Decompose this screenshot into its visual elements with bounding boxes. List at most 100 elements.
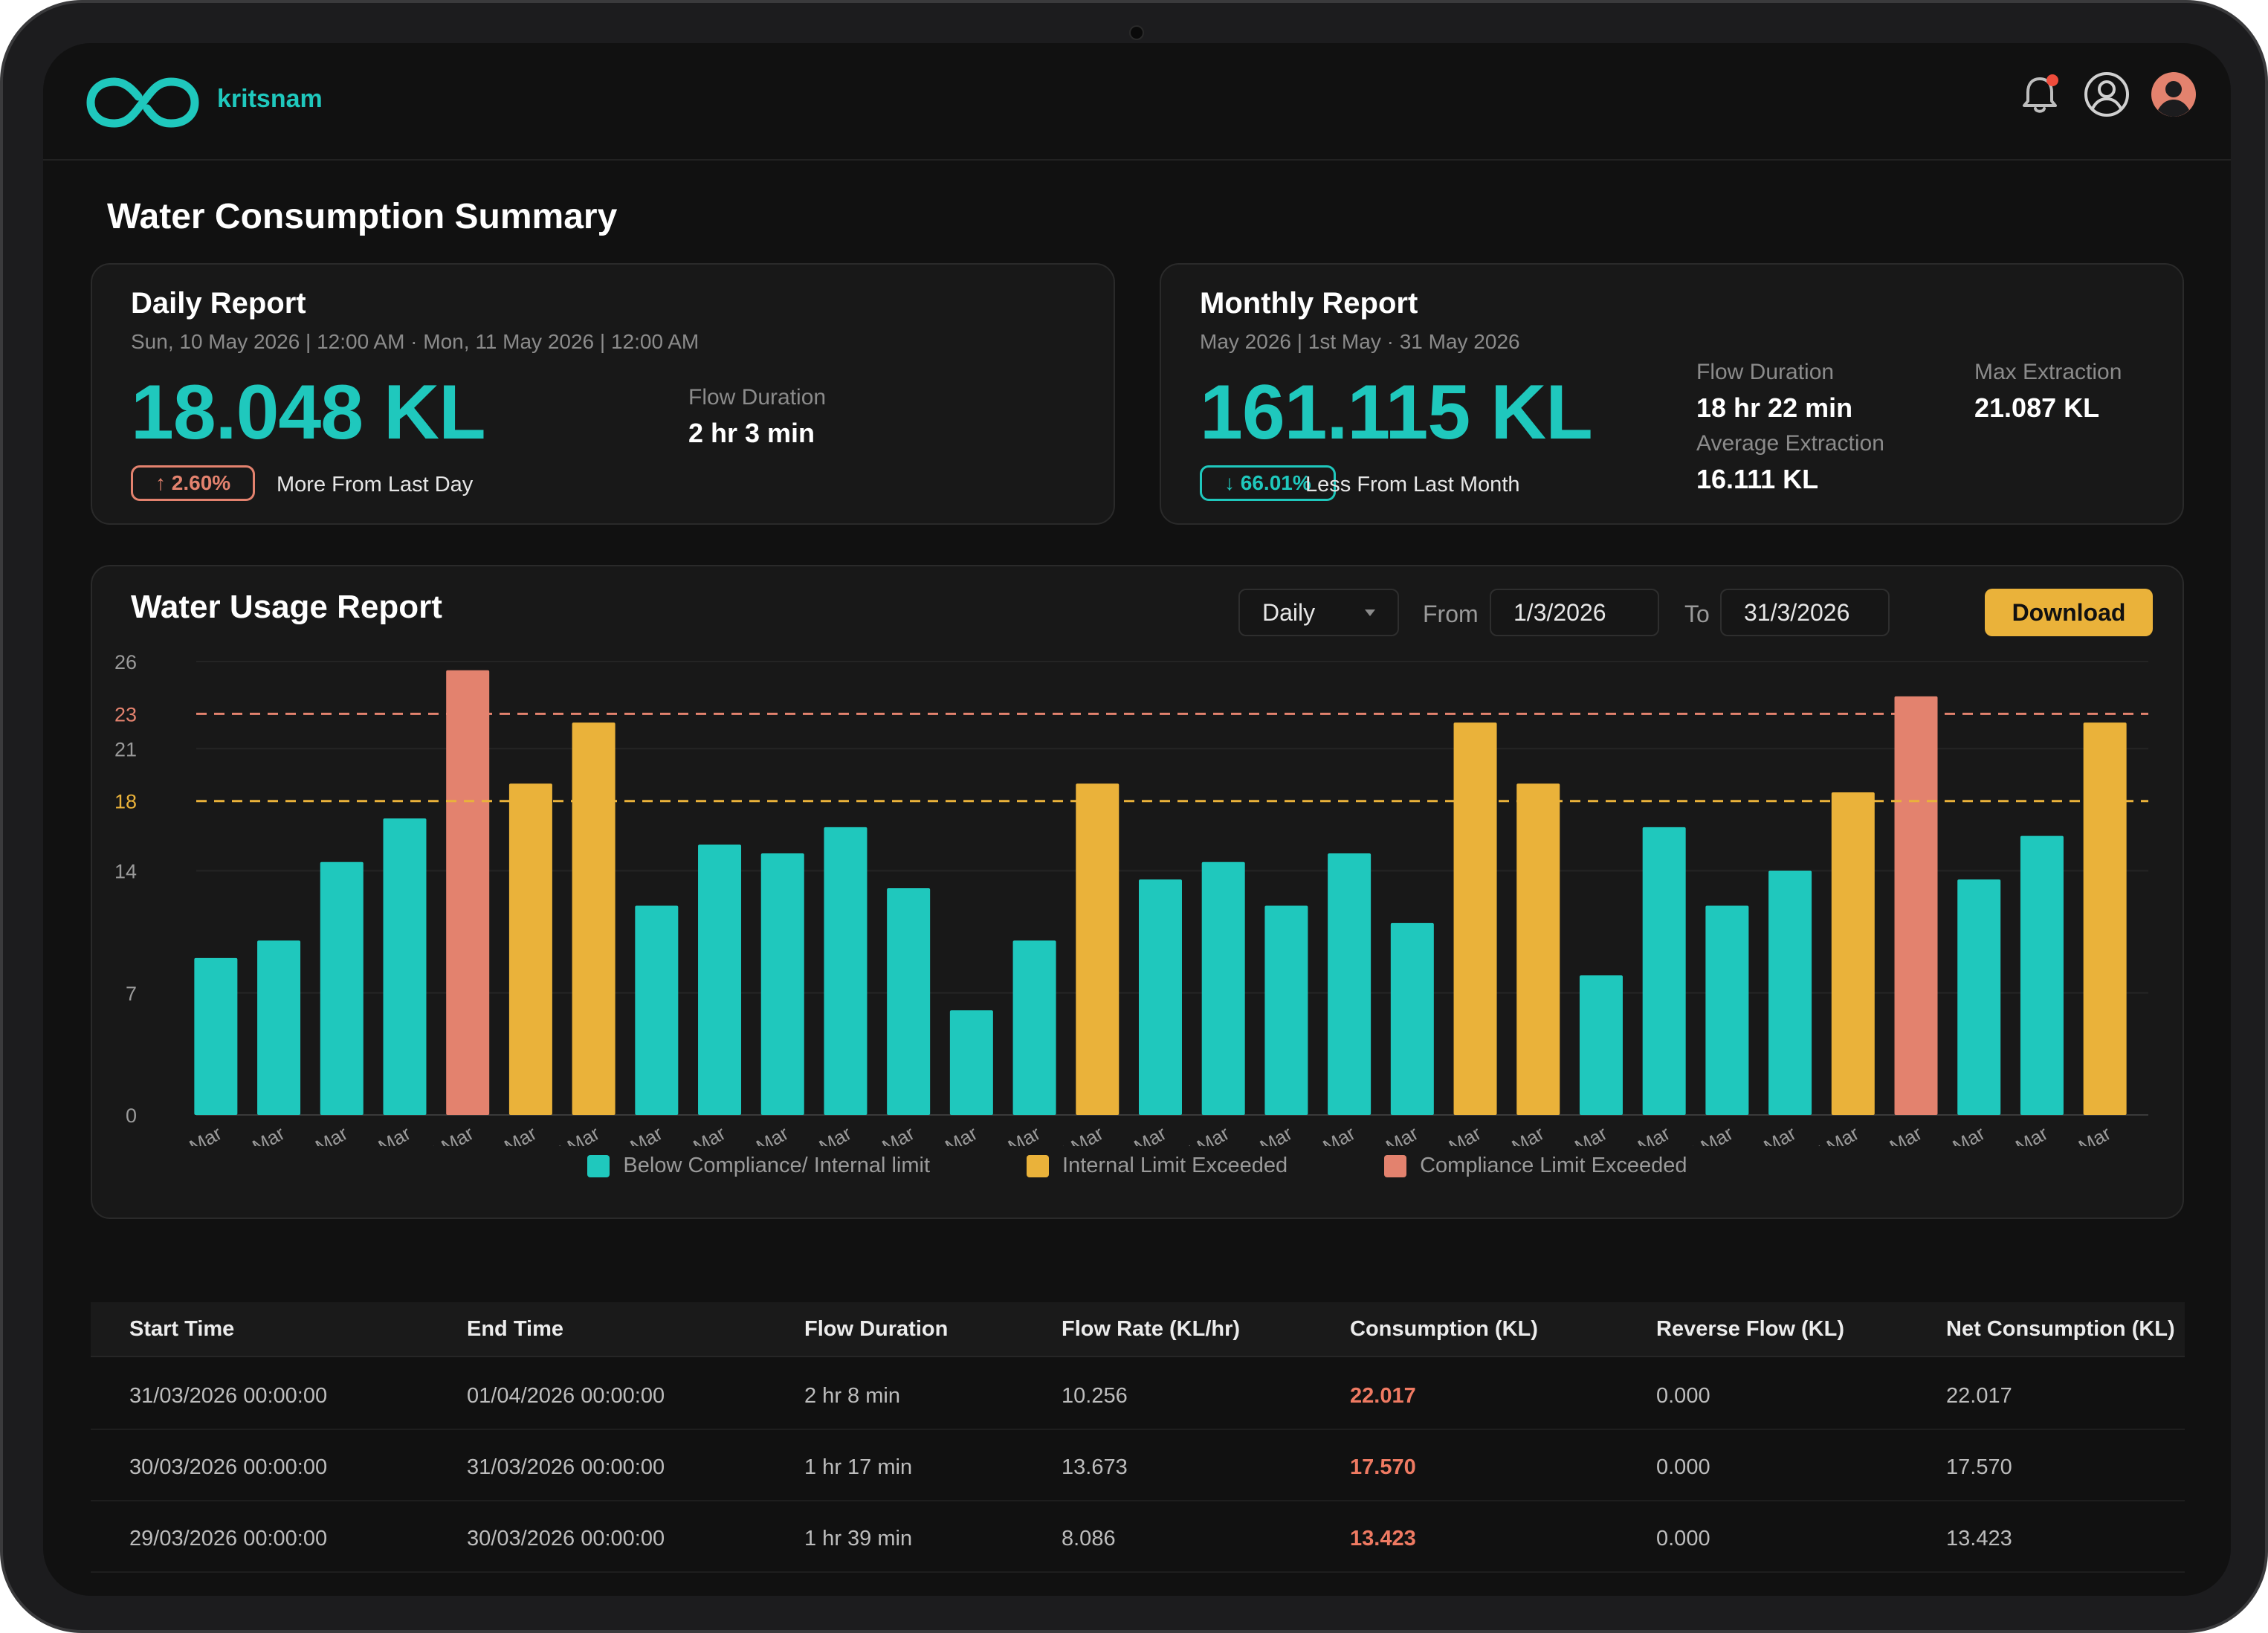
- bar-21-mar: [1453, 722, 1497, 1115]
- table-row[interactable]: 31/03/2026 00:00:00 01/04/2026 00:00:00 2 …: [91, 1359, 2185, 1430]
- header-start-time[interactable]: Start Time: [129, 1317, 235, 1341]
- bar-6-mar: [508, 783, 552, 1115]
- y-tick-label: 7: [126, 983, 137, 1005]
- table-cell: 31/03/2026 00:00:00: [129, 1384, 328, 1408]
- from-label: From: [1423, 601, 1479, 627]
- daily-report-title: Daily Report: [131, 287, 306, 320]
- download-button[interactable]: Download: [1985, 589, 2153, 636]
- header-flow-rate[interactable]: Flow Rate (KL/hr): [1062, 1317, 1241, 1341]
- monthly-report-title: Monthly Report: [1200, 287, 1418, 320]
- table-row[interactable]: 28/03/2026 00:00:0029/03/2026 00:00:001 …: [91, 1573, 2185, 1596]
- infinity-logo-icon[interactable]: [86, 73, 199, 132]
- x-tick-label: 30 Mar: [1988, 1122, 2052, 1146]
- table-cell: 30/03/2026 00:00:00: [129, 1455, 328, 1479]
- x-tick-label: 20 Mar: [1359, 1122, 1422, 1146]
- table-cell: 0.000: [1656, 1384, 1710, 1408]
- daily-consumption-value: 18.048 KL: [131, 369, 486, 456]
- x-tick-label: 31 Mar: [2052, 1122, 2115, 1146]
- x-tick-label: 13 Mar: [918, 1122, 981, 1146]
- header-net-consumption[interactable]: Net Consumption (KL): [1946, 1317, 2175, 1341]
- header-reverse-flow[interactable]: Reverse Flow (KL): [1656, 1317, 1844, 1341]
- bar-3-mar: [320, 861, 364, 1115]
- bar-22-mar: [1516, 783, 1560, 1115]
- x-tick-label: 11 Mar: [793, 1122, 856, 1146]
- x-tick-label: 7 Mar: [549, 1122, 604, 1146]
- legend-swatch-compliance: [1384, 1154, 1407, 1177]
- x-tick-label: 19 Mar: [1296, 1122, 1359, 1146]
- bar-30-mar: [2020, 835, 2064, 1115]
- header-icons: [2015, 70, 2198, 119]
- daily-change-note: More From Last Day: [277, 473, 474, 497]
- bar-24-mar: [1642, 827, 1686, 1115]
- top-bar: kritsnam: [43, 43, 2231, 161]
- to-label: To: [1684, 601, 1710, 627]
- x-tick-label: 10 Mar: [729, 1122, 792, 1146]
- avatar[interactable]: [2149, 70, 2198, 119]
- screen: kritsnam: [43, 43, 2231, 1596]
- x-tick-label: 17 Mar: [1170, 1122, 1233, 1146]
- legend-item-below: Below Compliance/ Internal limit: [587, 1154, 930, 1178]
- x-tick-label: 26 Mar: [1736, 1122, 1800, 1146]
- y-tick-label: 26: [114, 651, 137, 673]
- daily-report-card: Daily Report Sun, 10 May 2026 | 12:00 AM…: [91, 263, 1115, 525]
- header-consumption[interactable]: Consumption (KL): [1350, 1317, 1538, 1341]
- period-select-value: Daily: [1262, 598, 1316, 626]
- x-tick-label: 3 Mar: [297, 1122, 352, 1146]
- table-cell: 31/03/2026 00:00:00: [467, 1455, 665, 1479]
- legend-swatch-below: [587, 1154, 610, 1177]
- water-usage-chart: 0 7 14 18 21 23 26 1 Mar 2 Mar 3 Mar 4 Mar 5 Mar 6 M…: [114, 651, 2148, 1146]
- bar-12-mar: [887, 888, 931, 1115]
- table-cell: 30/03/2026 00:00:00: [467, 1527, 665, 1550]
- daily-report-range: Sun, 10 May 2026 | 12:00 AM · Mon, 11 Ma…: [131, 330, 700, 353]
- max-extraction-label: Max Extraction: [1974, 360, 2122, 384]
- bell-icon[interactable]: [2015, 70, 2064, 119]
- x-tick-label: 15 Mar: [1044, 1122, 1107, 1146]
- table-cell: 0.000: [1656, 1527, 1710, 1550]
- legend-item-internal: Internal Limit Exceeded: [1027, 1154, 1288, 1178]
- table-cell: 01/04/2026 00:00:00: [467, 1384, 665, 1408]
- table-cell: 13.423: [1350, 1527, 1416, 1550]
- monthly-report-range: May 2026 | 1st May · 31 May 2026: [1200, 330, 1520, 353]
- daily-change-badge: ↑ 2.60%: [131, 465, 256, 501]
- table-header: Start Time End Time Flow Duration Flow R…: [91, 1302, 2185, 1357]
- x-tick-label: 21 Mar: [1421, 1122, 1484, 1146]
- from-date-input[interactable]: 1/3/2026: [1490, 589, 1659, 636]
- bar-23-mar: [1579, 975, 1623, 1115]
- legend-label-below: Below Compliance/ Internal limit: [623, 1154, 931, 1177]
- bar-1-mar: [194, 957, 238, 1115]
- monthly-flow-duration-label: Flow Duration: [1696, 360, 1835, 384]
- bar-5-mar: [446, 670, 490, 1115]
- header-end-time[interactable]: End Time: [467, 1317, 563, 1341]
- x-tick-label: 18 Mar: [1232, 1122, 1296, 1146]
- x-tick-label: 24 Mar: [1611, 1122, 1674, 1146]
- legend-label-compliance: Compliance Limit Exceeded: [1420, 1154, 1687, 1177]
- bar-17-mar: [1201, 861, 1245, 1115]
- table-cell: 13.423: [1946, 1527, 2012, 1550]
- bar-18-mar: [1264, 905, 1308, 1115]
- page-title: Water Consumption Summary: [107, 197, 618, 236]
- chart-legend: Below Compliance/ Internal limit Interna…: [92, 1154, 2183, 1178]
- notification-dot: [2046, 74, 2058, 86]
- x-tick-label: 5 Mar: [424, 1122, 478, 1146]
- header-flow-duration[interactable]: Flow Duration: [804, 1317, 949, 1341]
- to-date-input[interactable]: 31/3/2026: [1720, 589, 1890, 636]
- table-row[interactable]: 29/03/2026 00:00:00 30/03/2026 00:00:00 1 …: [91, 1501, 2185, 1573]
- table-cell: 8.086: [1062, 1527, 1116, 1550]
- y-tick-label: 0: [126, 1105, 137, 1127]
- legend-label-internal: Internal Limit Exceeded: [1062, 1154, 1288, 1177]
- x-tick-label: 29 Mar: [1925, 1122, 1988, 1146]
- water-usage-card: Water Usage Report Daily From 1/3/2026 T…: [91, 565, 2184, 1219]
- brand-name[interactable]: kritsnam: [217, 85, 323, 113]
- volume-button: [2265, 315, 2268, 442]
- bar-29-mar: [1957, 879, 2001, 1115]
- table-cell: 0.000: [1656, 1455, 1710, 1479]
- user-circle-icon[interactable]: [2082, 70, 2131, 119]
- period-select[interactable]: Daily: [1238, 589, 1399, 636]
- front-camera: [1129, 25, 1144, 40]
- y-tick-label: 14: [114, 861, 137, 883]
- bar-26-mar: [1768, 870, 1812, 1115]
- bar-25-mar: [1705, 905, 1749, 1115]
- table-row[interactable]: 30/03/2026 00:00:00 31/03/2026 00:00:00 1 …: [91, 1430, 2185, 1501]
- monthly-flow-duration-value: 18 hr 22 min: [1696, 392, 1853, 423]
